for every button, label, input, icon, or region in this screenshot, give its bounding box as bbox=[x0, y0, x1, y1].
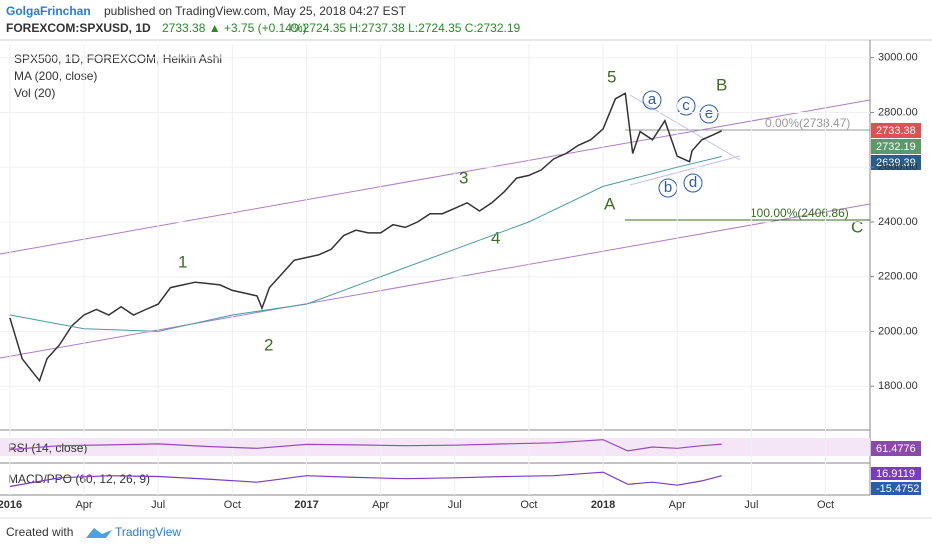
price-tag-label: 2732.19 bbox=[876, 141, 916, 153]
subwave-label: a bbox=[648, 91, 657, 108]
footer-brand[interactable]: TradingView bbox=[115, 525, 181, 539]
wave-label: 2 bbox=[264, 335, 273, 354]
wave-label: 1 bbox=[178, 252, 187, 271]
subwave-label: e bbox=[705, 105, 713, 122]
subwave-circle bbox=[642, 90, 662, 110]
y-tick-label: 3000.00 bbox=[878, 52, 918, 64]
fib-label: 100.00%(2406.86) bbox=[750, 206, 849, 220]
symbol: FOREXCOM:SPXUSD, 1D bbox=[6, 21, 151, 35]
subwave-label: b bbox=[664, 179, 672, 196]
x-tick-label: Jul bbox=[151, 499, 165, 511]
x-tick-label: 2017 bbox=[294, 499, 318, 511]
subwave-label: c bbox=[682, 97, 690, 114]
price-tag bbox=[871, 123, 921, 138]
y-tick-label: 2400.00 bbox=[878, 216, 918, 228]
change: 2733.38 ▲ +3.75 (+0.14%) bbox=[162, 21, 307, 35]
wave-label: 4 bbox=[491, 228, 500, 247]
wave-label: B bbox=[716, 75, 727, 94]
y-tick-label: 1800.00 bbox=[878, 380, 918, 392]
x-tick-label: Oct bbox=[520, 499, 537, 511]
logo bbox=[86, 528, 112, 538]
published: published on TradingView.com, May 25, 20… bbox=[104, 4, 407, 18]
x-tick-label: Oct bbox=[224, 499, 241, 511]
wave-label: 5 bbox=[607, 67, 616, 86]
macd-label: MACD/PPO (60, 12, 26, 9) bbox=[8, 472, 150, 486]
y-tick-label: 2800.00 bbox=[878, 106, 918, 118]
x-tick-label: Jul bbox=[744, 499, 758, 511]
macd-value: 16.9119 bbox=[876, 468, 915, 480]
footer-created: Created with bbox=[6, 525, 73, 539]
series-line bbox=[9, 92, 723, 383]
rsi-value: 61.4776 bbox=[876, 443, 916, 455]
macd-value: -15.4752 bbox=[876, 483, 919, 495]
macd-tag bbox=[871, 482, 921, 495]
x-tick-label: Apr bbox=[669, 499, 686, 511]
y-tick-label: 2200.00 bbox=[878, 271, 918, 283]
rsi-label: RSI (14, close) bbox=[8, 441, 87, 455]
x-tick-label: Oct bbox=[817, 499, 834, 511]
channel-lower bbox=[0, 203, 871, 359]
legend-vol: Vol (20) bbox=[14, 86, 55, 100]
rsi-line bbox=[9, 439, 722, 452]
subwave-circle bbox=[699, 104, 719, 124]
series-line bbox=[9, 156, 722, 332]
wave-label: A bbox=[604, 194, 616, 213]
price-tag bbox=[871, 139, 921, 154]
ohlc: O:2724.35 H:2737.38 L:2724.35 C:2732.19 bbox=[290, 21, 521, 35]
wave-label: 3 bbox=[459, 168, 468, 187]
triangle-line bbox=[629, 155, 741, 186]
fib-label: 0.00%(2738.47) bbox=[765, 116, 850, 130]
author[interactable]: GolgaFrinchan bbox=[6, 4, 91, 18]
x-tick-label: Jul bbox=[448, 499, 462, 511]
price-tag-label: 2733.38 bbox=[876, 125, 916, 137]
channel-upper bbox=[0, 99, 871, 255]
macd-tag bbox=[871, 467, 921, 480]
legend-ma: MA (200, close) bbox=[14, 69, 97, 83]
x-tick-label: 2016 bbox=[0, 499, 22, 511]
y-tick-label: 2000.00 bbox=[878, 325, 918, 337]
price-tag bbox=[871, 155, 921, 170]
triangle-line bbox=[629, 94, 741, 161]
x-tick-label: 2018 bbox=[591, 499, 615, 511]
x-tick-label: Apr bbox=[75, 499, 92, 511]
price-tag-label: 2639.39 bbox=[876, 157, 916, 169]
y-tick-label: 2600.00 bbox=[878, 161, 918, 173]
x-tick-label: Apr bbox=[372, 499, 389, 511]
subwave-label: d bbox=[689, 174, 697, 191]
macd-line bbox=[9, 471, 722, 488]
chart-title: SPX500, 1D, FOREXCOM, Heikin Ashi bbox=[14, 52, 222, 66]
wave-label: C bbox=[851, 217, 863, 236]
subwave-circle bbox=[683, 173, 703, 193]
rsi-tag bbox=[871, 441, 921, 456]
rsi-band bbox=[0, 438, 870, 456]
